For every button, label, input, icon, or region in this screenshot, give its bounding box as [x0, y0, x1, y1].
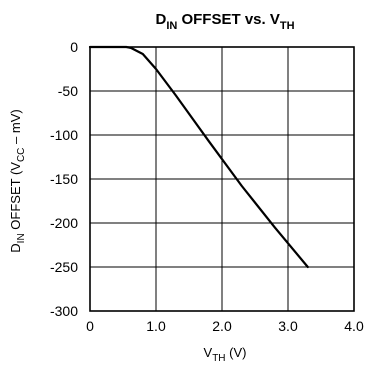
x-tick-label: 3.0	[278, 318, 298, 334]
x-axis-ticks: 0 1.0 2.0 3.0 4.0	[86, 318, 364, 334]
chart-title-main: D	[155, 11, 166, 28]
series-line	[88, 45, 309, 269]
grid	[89, 46, 355, 312]
chart-title-sub2: TH	[280, 20, 295, 32]
chart-title: DIN OFFSET vs. VTH	[155, 11, 294, 32]
y-tick-label: -250	[50, 259, 78, 275]
chart-title-sub1: IN	[166, 20, 177, 32]
x-axis-label-sub: TH	[212, 353, 225, 364]
y-axis-label-mid: OFFSET (V	[8, 162, 23, 234]
plot-frame	[89, 46, 355, 312]
y-axis-ticks: 0 -50 -100 -150 -200 -250 -300	[50, 39, 78, 319]
x-tick-label: 1.0	[146, 318, 166, 334]
y-tick-label: -150	[50, 171, 78, 187]
y-axis-label-sub1: IN	[16, 233, 27, 243]
y-axis-label-main: D	[8, 243, 23, 252]
x-tick-label: 4.0	[344, 318, 364, 334]
x-tick-label: 2.0	[212, 318, 232, 334]
chart-title-mid: OFFSET vs. V	[177, 11, 280, 28]
x-axis-label-main: V	[204, 345, 213, 360]
x-axis-label: VTH (V)	[204, 345, 247, 364]
y-axis-label: DIN OFFSET (VCC – mV)	[8, 109, 27, 252]
y-axis-label-sub2: CC	[16, 148, 27, 162]
y-tick-label: 0	[70, 39, 78, 55]
y-tick-label: -200	[50, 215, 78, 231]
y-tick-label: -100	[50, 127, 78, 143]
y-tick-label: -50	[58, 83, 78, 99]
y-tick-label: -300	[50, 303, 78, 319]
x-tick-label: 0	[86, 318, 94, 334]
y-axis-label-tail: – mV)	[8, 109, 23, 147]
x-axis-label-tail: (V)	[226, 345, 247, 360]
